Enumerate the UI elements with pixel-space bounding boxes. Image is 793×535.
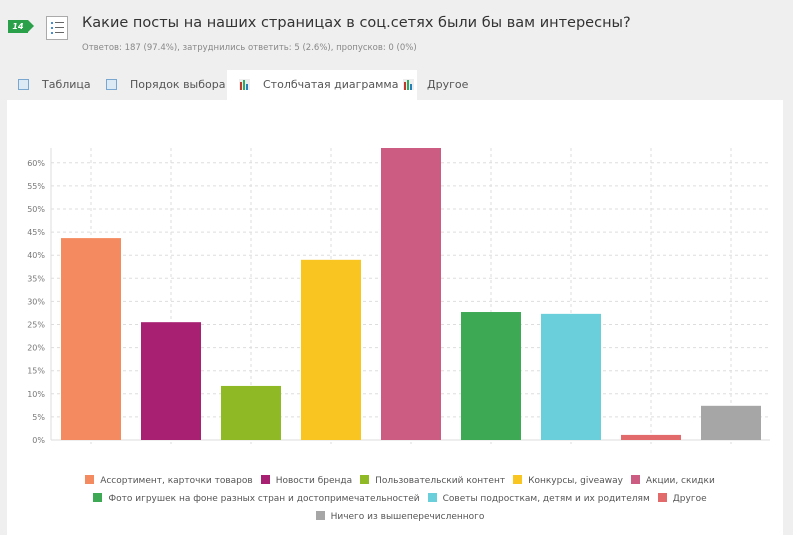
tab-label: Другое	[427, 78, 469, 91]
bar	[541, 313, 601, 440]
bar-chart: 0% 5% 10% 15% 20% 25% 30% 35% 40% 45% 50% 55% 60%	[27, 148, 770, 445]
y-tick-label: 5%	[32, 413, 45, 422]
legend-swatch	[630, 475, 640, 484]
y-tick-label: 45%	[27, 228, 45, 237]
legend-label: Ничего из вышеперечисленного	[330, 512, 485, 522]
legend-label: Ассортимент, карточки товаров	[100, 476, 253, 486]
y-tick-label: 50%	[27, 205, 45, 214]
legend-swatch	[427, 493, 437, 502]
y-tick-label: 20%	[27, 344, 45, 353]
legend-item[interactable]: Конкурсы, giveaway	[513, 475, 623, 486]
bar	[381, 148, 441, 440]
bar	[621, 434, 681, 440]
legend-label: Акции, скидки	[645, 476, 715, 486]
bar	[461, 312, 521, 440]
bar-chart-icon	[239, 79, 250, 90]
legend-label: Новости бренда	[275, 476, 353, 486]
table-icon	[18, 79, 29, 90]
legend-item[interactable]: Фото игрушек на фоне разных стран и дост…	[93, 493, 420, 504]
list-question-icon	[46, 16, 68, 40]
y-tick-label: 30%	[27, 297, 45, 306]
tab-other[interactable]: Другое	[391, 70, 497, 100]
legend-item[interactable]: Новости бренда	[260, 475, 353, 486]
bar	[61, 238, 121, 440]
legend-swatch	[657, 493, 667, 502]
legend-row: Ассортимент, карточки товаров Новости бре…	[40, 475, 760, 493]
legend-row: Ничего из вышеперечисленного	[40, 511, 760, 529]
legend-item[interactable]: Другое	[657, 493, 707, 504]
chart-legend: Ассортимент, карточки товаров Новости бре…	[40, 475, 760, 529]
legend-item[interactable]: Ничего из вышеперечисленного	[315, 511, 485, 522]
legend-item[interactable]: Ассортимент, карточки товаров	[85, 475, 253, 486]
table-icon	[106, 79, 117, 90]
tab-table[interactable]: Таблица	[6, 70, 116, 100]
legend-item[interactable]: Акции, скидки	[630, 475, 715, 486]
tab-label: Таблица	[42, 78, 91, 91]
legend-item[interactable]: Советы подросткам, детям и их родителям	[427, 493, 650, 504]
y-tick-label: 0%	[32, 436, 45, 445]
legend-swatch	[360, 475, 370, 484]
legend-item[interactable]: Пользовательский контент	[360, 475, 505, 486]
legend-row: Фото игрушек на фоне разных стран и дост…	[40, 493, 760, 511]
y-tick-label: 35%	[27, 274, 45, 283]
bar	[301, 259, 361, 440]
y-tick-label: 55%	[27, 182, 45, 191]
tab-label: Столбчатая диаграмма	[263, 78, 399, 91]
tab-choice-order[interactable]: Порядок выбора	[94, 70, 252, 100]
legend-swatch	[260, 475, 270, 484]
tab-bar-chart[interactable]: Столбчатая диаграмма	[227, 70, 417, 100]
y-tick-label: 25%	[27, 320, 45, 329]
legend-swatch	[513, 475, 523, 484]
bar	[701, 405, 761, 440]
legend-label: Фото игрушек на фоне разных стран и дост…	[108, 494, 420, 504]
question-title: Какие посты на наших страницах в соц.сет…	[82, 15, 631, 31]
legend-swatch	[315, 511, 325, 520]
legend-label: Конкурсы, giveaway	[528, 476, 623, 486]
bar	[221, 385, 281, 440]
tab-label: Порядок выбора	[130, 78, 226, 91]
legend-swatch	[93, 493, 103, 502]
y-tick-label: 40%	[27, 251, 45, 260]
legend-swatch	[85, 475, 95, 484]
y-tick-label: 10%	[27, 390, 45, 399]
question-stats: Ответов: 187 (97.4%), затруднились ответ…	[82, 43, 417, 53]
legend-label: Другое	[672, 494, 707, 504]
y-tick-label: 15%	[27, 367, 45, 376]
legend-label: Советы подросткам, детям и их родителям	[442, 494, 650, 504]
question-number-badge: 14	[8, 20, 34, 33]
bar	[141, 322, 201, 440]
y-tick-label: 60%	[27, 159, 45, 168]
bar-chart-icon	[403, 79, 414, 90]
legend-label: Пользовательский контент	[375, 476, 506, 486]
